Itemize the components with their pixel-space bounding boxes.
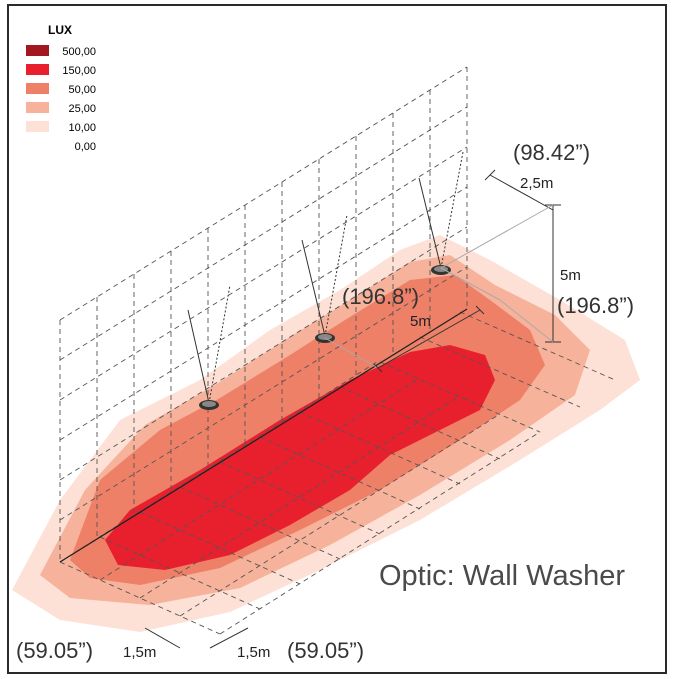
grid-right-imperial-label: (59.05”) (287, 638, 364, 663)
legend-label: 150,00 (62, 65, 96, 77)
fixture-3 (431, 265, 451, 275)
legend-swatch (26, 140, 49, 151)
spacing-imperial-label: (196.8”) (342, 284, 419, 309)
legend-label: 500,00 (62, 46, 96, 58)
grid-right-metric-label: 1,5m (237, 644, 270, 661)
wall-grid (59, 66, 468, 562)
spacing-metric-label: 5m (410, 313, 431, 330)
legend-swatch (26, 83, 49, 94)
legend-label: 10,00 (68, 122, 96, 134)
fixtures (187, 151, 464, 404)
optic-caption: Optic: Wall Washer (379, 560, 625, 592)
legend-swatch (26, 45, 49, 56)
figure-frame (7, 4, 667, 674)
height-imperial-label: (196.8”) (557, 293, 634, 318)
dimension-lines (144, 169, 561, 649)
zone-150-lux (105, 345, 495, 570)
offset-imperial-label: (98.42”) (513, 140, 590, 165)
legend-label: 50,00 (68, 84, 96, 96)
offset-metric-label: 2,5m (520, 175, 553, 192)
isolux-zones (12, 235, 640, 632)
grid-left-metric-label: 1,5m (123, 644, 156, 661)
legend-label: 25,00 (68, 103, 96, 115)
legend-title: LUX (48, 23, 72, 37)
wall-base-line (59, 308, 468, 563)
legend-swatch (26, 102, 49, 113)
legend-swatch (26, 64, 49, 75)
height-metric-label: 5m (560, 267, 581, 284)
legend-label: 0,00 (75, 141, 96, 153)
lux-legend: LUX 500,00 150,00 50,00 25,00 10,00 0,00 (26, 23, 96, 153)
grid-left-imperial-label: (59.05”) (16, 638, 93, 663)
fixture-1 (199, 400, 219, 410)
legend-swatch (26, 121, 49, 132)
